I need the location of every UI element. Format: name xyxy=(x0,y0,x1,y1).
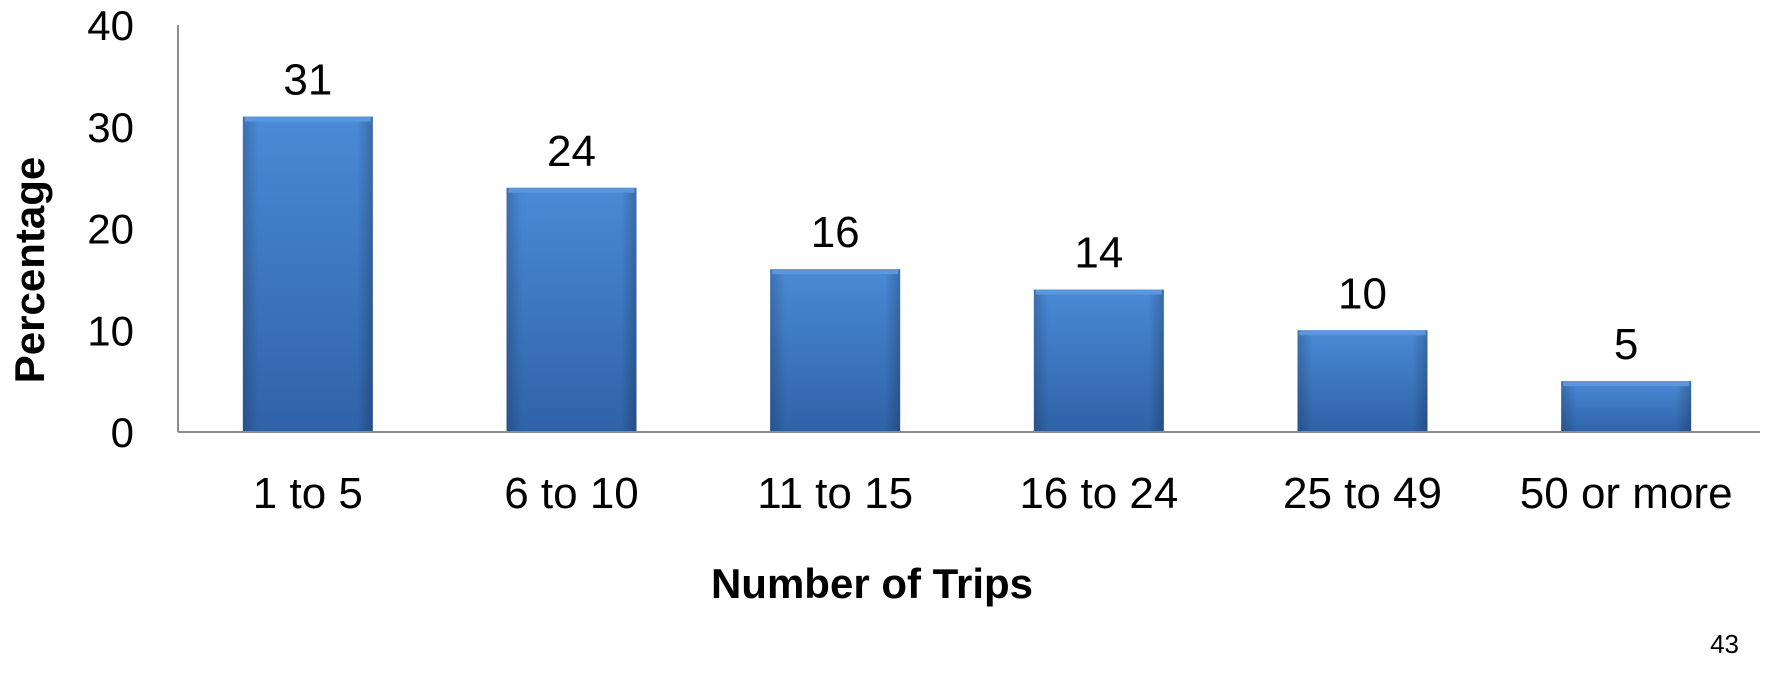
bar-top-highlight xyxy=(508,187,635,193)
x-tick-label: 6 to 10 xyxy=(504,469,639,518)
data-label: 31 xyxy=(283,56,332,105)
y-tick-label: 20 xyxy=(87,206,134,253)
bar-shading xyxy=(506,187,637,432)
data-label: 5 xyxy=(1614,320,1638,369)
y-tick-label: 30 xyxy=(87,104,134,151)
y-tick-label: 40 xyxy=(87,2,134,49)
bar-25-to-49 xyxy=(1297,330,1428,432)
y-axis-title: Percentage xyxy=(6,157,53,383)
x-tick-label: 11 to 15 xyxy=(757,469,913,518)
bar-shading xyxy=(770,269,901,432)
data-label: 16 xyxy=(811,208,860,257)
x-tick-label: 50 or more xyxy=(1520,469,1733,518)
bar-1-to-5 xyxy=(242,116,373,432)
data-labels: 31 24 16 14 10 5 xyxy=(283,56,1638,370)
bar-shading xyxy=(1561,381,1692,432)
x-tick-label: 1 to 5 xyxy=(253,469,363,518)
data-label: 24 xyxy=(547,127,596,176)
bar-shading xyxy=(1297,330,1428,432)
data-label: 10 xyxy=(1338,269,1387,318)
bar-6-to-10 xyxy=(506,187,637,432)
x-tick-label: 16 to 24 xyxy=(1019,469,1178,518)
bar-top-highlight xyxy=(772,269,899,275)
x-axis-categories: 1 to 5 6 to 10 11 to 15 16 to 24 25 to 49 50 … xyxy=(253,469,1733,518)
data-label: 14 xyxy=(1074,229,1123,278)
x-axis-title: Number of Trips xyxy=(711,560,1033,607)
bar-top-highlight xyxy=(1035,289,1162,295)
y-tick-label: 10 xyxy=(87,307,134,354)
bar-top-highlight xyxy=(1299,330,1426,336)
x-tick-label: 25 to 49 xyxy=(1283,469,1442,518)
bar-11-to-15 xyxy=(770,269,901,432)
bars xyxy=(242,116,1692,432)
bar-top-highlight xyxy=(1563,381,1690,387)
y-tick-label: 0 xyxy=(111,409,134,456)
bar-16-to-24 xyxy=(1033,289,1164,432)
bar-top-highlight xyxy=(244,116,371,122)
bar-50-or-more xyxy=(1561,381,1692,432)
y-axis-ticks: 0 10 20 30 40 xyxy=(87,2,134,456)
bar-shading xyxy=(242,116,373,432)
bar-shading xyxy=(1033,289,1164,432)
page-number: 43 xyxy=(1710,629,1739,659)
